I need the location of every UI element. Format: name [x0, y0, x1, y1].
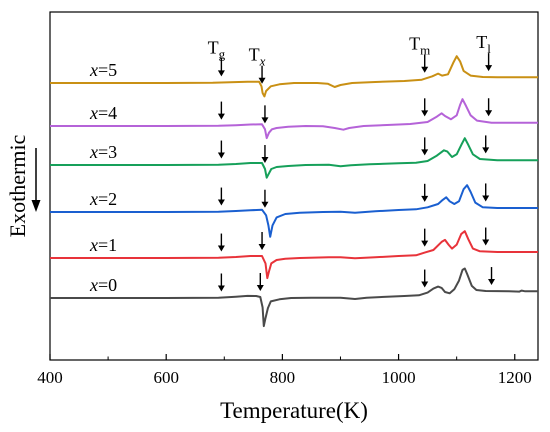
transition-arrowhead: [217, 70, 225, 77]
marker-symbol: T: [249, 45, 260, 65]
transition-arrowhead: [421, 110, 429, 117]
x-tick-label: 1000: [382, 368, 416, 387]
series-label-var: x: [89, 275, 98, 295]
series-line: [50, 55, 538, 98]
transition-marker-label: Tm: [409, 34, 430, 58]
series-label: x=2: [89, 189, 117, 209]
transition-arrowhead: [421, 281, 429, 288]
series-label-value: =5: [98, 60, 117, 80]
transition-arrowhead: [421, 240, 429, 247]
series-label-value: =4: [98, 103, 117, 123]
series-label-var: x: [89, 103, 98, 123]
marker-subscript: l: [487, 41, 491, 56]
series-line: [50, 98, 538, 140]
transition-arrowhead: [217, 152, 225, 159]
series-label: x=4: [89, 103, 117, 123]
transition-marker-label: Tg: [208, 37, 226, 61]
series-label-layer: x=0x=1x=2x=3x=4x=5: [89, 60, 117, 295]
y-axis-title-group: Exothermic: [5, 134, 30, 237]
plot-frame: [49, 11, 539, 361]
arrow-layer: [217, 53, 496, 292]
transition-arrowhead: [482, 147, 490, 154]
y-axis-title: Exothermic: [5, 134, 30, 237]
transition-marker-label: Tl: [476, 32, 491, 56]
transition-arrowhead: [261, 157, 269, 164]
series-label-var: x: [89, 235, 98, 255]
series-label-var: x: [89, 142, 98, 162]
transition-arrowhead: [421, 149, 429, 156]
transition-arrowhead: [261, 201, 269, 208]
series-label-value: =2: [98, 189, 117, 209]
transition-marker-label: Tx: [249, 45, 266, 69]
marker-subscript: g: [219, 46, 226, 61]
series-label: x=3: [89, 142, 117, 162]
transition-arrowhead: [217, 285, 225, 292]
series-label: x=0: [89, 275, 117, 295]
x-tick-label: 1200: [498, 368, 532, 387]
transition-arrowhead: [261, 117, 269, 124]
transition-arrowhead: [217, 245, 225, 252]
marker-symbol: T: [409, 34, 420, 54]
marker-subscript: x: [259, 54, 266, 69]
series-layer: [50, 55, 538, 328]
x-tick-label: 800: [270, 368, 296, 387]
marker-subscript: m: [420, 43, 430, 58]
series-line: [50, 267, 538, 328]
series-line: [50, 184, 538, 238]
series-label-value: =1: [98, 235, 117, 255]
transition-arrowhead: [485, 65, 493, 72]
transition-arrowhead: [258, 77, 266, 84]
transition-arrowhead: [217, 113, 225, 120]
x-tick-label: 400: [37, 368, 63, 387]
marker-symbol: T: [208, 37, 219, 57]
x-axis-title: Temperature(K): [220, 398, 368, 423]
series-label: x=5: [89, 60, 117, 80]
y-axis-arrow: [31, 148, 41, 212]
series-label: x=1: [89, 235, 117, 255]
x-tick-label: 600: [153, 368, 179, 387]
marker-symbol: T: [476, 32, 487, 52]
transition-arrowhead: [488, 279, 496, 286]
series-label-var: x: [89, 189, 98, 209]
transition-arrowhead: [421, 195, 429, 202]
transition-arrowhead: [482, 239, 490, 246]
series-line: [50, 230, 538, 280]
series-label-value: =0: [98, 275, 117, 295]
transition-arrowhead: [485, 110, 493, 117]
transition-arrowhead: [217, 199, 225, 206]
transition-arrowhead: [258, 243, 266, 250]
series-label-var: x: [89, 60, 98, 80]
series-label-value: =3: [98, 142, 117, 162]
series-line: [50, 137, 538, 179]
transition-arrowhead: [421, 66, 429, 73]
transition-arrowhead: [482, 195, 490, 202]
x-axis: 400 600 800 1000 1200: [37, 354, 532, 387]
transition-arrowhead: [256, 284, 264, 291]
